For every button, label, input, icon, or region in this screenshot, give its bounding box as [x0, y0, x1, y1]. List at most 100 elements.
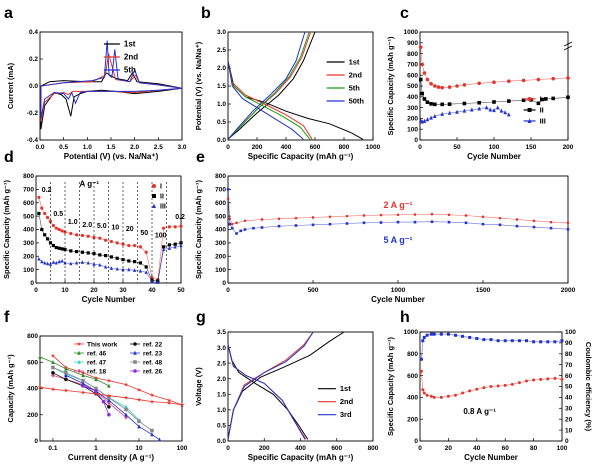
data-point	[121, 267, 125, 272]
data-point	[464, 214, 468, 217]
x-axis-label: Potential (V) (vs. Na/Na⁺)	[64, 152, 159, 161]
data-point	[51, 359, 55, 365]
data-point	[429, 102, 433, 106]
legend-label: 1st	[340, 384, 351, 393]
data-point	[489, 338, 493, 342]
x-tick-label: 0	[418, 144, 422, 151]
y-tick-label: -0.4	[27, 137, 39, 144]
legend-marker	[527, 96, 532, 101]
legend-marker	[76, 341, 82, 346]
data-point	[477, 100, 481, 105]
data-point	[525, 379, 528, 383]
data-point	[566, 227, 570, 231]
data-point	[115, 266, 119, 271]
series-line	[227, 198, 569, 225]
data-point	[107, 405, 111, 409]
x-tick-label: 60	[502, 445, 510, 452]
data-point	[425, 100, 430, 104]
data-point	[432, 332, 436, 336]
data-point	[413, 213, 417, 216]
data-point	[80, 250, 84, 254]
y-tick-label: 600	[215, 200, 226, 207]
panel-letter: f	[4, 309, 10, 326]
data-point	[446, 332, 450, 336]
data-point	[75, 260, 79, 265]
data-point	[40, 227, 44, 232]
data-point	[507, 99, 511, 103]
data-point	[235, 221, 238, 225]
legend-marker	[133, 342, 137, 346]
data-point	[64, 373, 68, 378]
data-point	[63, 230, 67, 234]
data-point	[492, 80, 496, 85]
data-point	[50, 353, 56, 358]
data-point	[157, 437, 162, 442]
legend-label: 2nd	[124, 53, 138, 62]
legend-label: This work	[87, 341, 118, 348]
data-point	[228, 222, 231, 226]
discharge-curve-5th	[227, 60, 311, 140]
x-tick-label: 20	[90, 287, 98, 294]
y-tick-label: 2.0	[217, 376, 226, 383]
legend-marker	[77, 359, 81, 364]
x-axis-label: Cycle Number	[467, 152, 521, 161]
data-point	[422, 391, 426, 395]
data-point	[532, 225, 536, 229]
y-tick-label: 200	[23, 253, 34, 260]
discharge-curve-1st	[227, 60, 364, 140]
data-point	[447, 220, 451, 224]
data-point	[46, 237, 50, 241]
data-point	[498, 223, 502, 227]
data-point	[57, 259, 61, 264]
y2-tick-label: 10	[565, 427, 573, 434]
x-tick-label: 2000	[561, 287, 576, 294]
data-point	[69, 261, 73, 266]
y2-tick-label: 100	[565, 329, 576, 336]
x-axis-label: Cycle Number	[464, 453, 518, 462]
data-point	[230, 226, 234, 230]
x-tick-label: 0	[226, 144, 230, 151]
data-point	[54, 245, 58, 250]
x-tick-label: 0	[226, 445, 230, 452]
data-point	[328, 222, 332, 226]
data-point	[503, 339, 507, 343]
data-point	[124, 407, 128, 412]
series-line	[421, 371, 563, 398]
discharge-curve-2nd	[227, 60, 313, 140]
data-point	[425, 117, 430, 122]
y-tick-label: 700	[215, 187, 226, 194]
y-tick-label: 200	[407, 416, 418, 423]
data-point	[46, 215, 50, 220]
y-axis-label: Capacity (mAh g⁻¹)	[6, 354, 15, 423]
data-point	[539, 340, 543, 344]
data-point	[521, 98, 526, 103]
data-point	[462, 108, 467, 113]
data-point	[124, 404, 128, 409]
data-point	[54, 260, 58, 265]
annotation-5A: 5 A g⁻¹	[383, 235, 412, 245]
y-tick-label: 600	[407, 373, 418, 380]
y-axis-label: Specific Capacity (mAh g⁻¹)	[386, 36, 395, 135]
data-point	[503, 110, 507, 115]
data-point	[532, 340, 536, 344]
x-tick-label: 80	[530, 445, 538, 452]
data-point	[150, 428, 154, 433]
y-tick-label: 100	[215, 267, 226, 274]
charge-curve-2nd	[227, 31, 312, 140]
data-point	[477, 81, 482, 86]
legend-label: ref. 46	[87, 350, 107, 357]
data-point	[439, 332, 443, 336]
x-tick-label: 40	[473, 445, 481, 452]
data-point	[57, 227, 61, 232]
data-point	[560, 339, 564, 343]
y2-tick-label: 70	[565, 362, 573, 369]
data-point	[60, 258, 64, 263]
data-point	[162, 226, 166, 230]
legend-label: ref. 26	[143, 368, 163, 375]
data-point	[43, 233, 47, 237]
legend-label: II	[540, 105, 544, 114]
data-point	[64, 377, 68, 382]
data-point	[433, 102, 437, 107]
